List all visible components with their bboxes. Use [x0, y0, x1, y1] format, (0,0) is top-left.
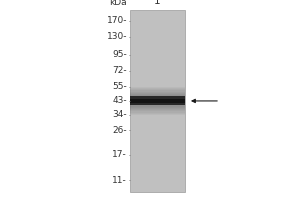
Text: 72-: 72- — [112, 66, 127, 75]
Text: kDa: kDa — [110, 0, 127, 7]
Bar — [130, 89, 185, 113]
Text: 130-: 130- — [106, 32, 127, 41]
Bar — [130, 88, 185, 114]
Text: 95-: 95- — [112, 50, 127, 59]
Text: 43-: 43- — [112, 96, 127, 105]
Bar — [130, 92, 185, 110]
Bar — [130, 99, 185, 103]
Text: 170-: 170- — [106, 16, 127, 25]
Text: 17-: 17- — [112, 150, 127, 159]
Bar — [130, 96, 185, 105]
Bar — [130, 95, 185, 107]
Bar — [130, 94, 185, 108]
Text: 1: 1 — [154, 0, 161, 6]
Bar — [130, 10, 185, 192]
Bar — [130, 87, 185, 115]
Bar — [130, 93, 185, 109]
Text: 34-: 34- — [112, 110, 127, 119]
Bar — [130, 90, 185, 111]
Text: 55-: 55- — [112, 82, 127, 91]
Text: 26-: 26- — [112, 126, 127, 135]
Text: 11-: 11- — [112, 176, 127, 185]
